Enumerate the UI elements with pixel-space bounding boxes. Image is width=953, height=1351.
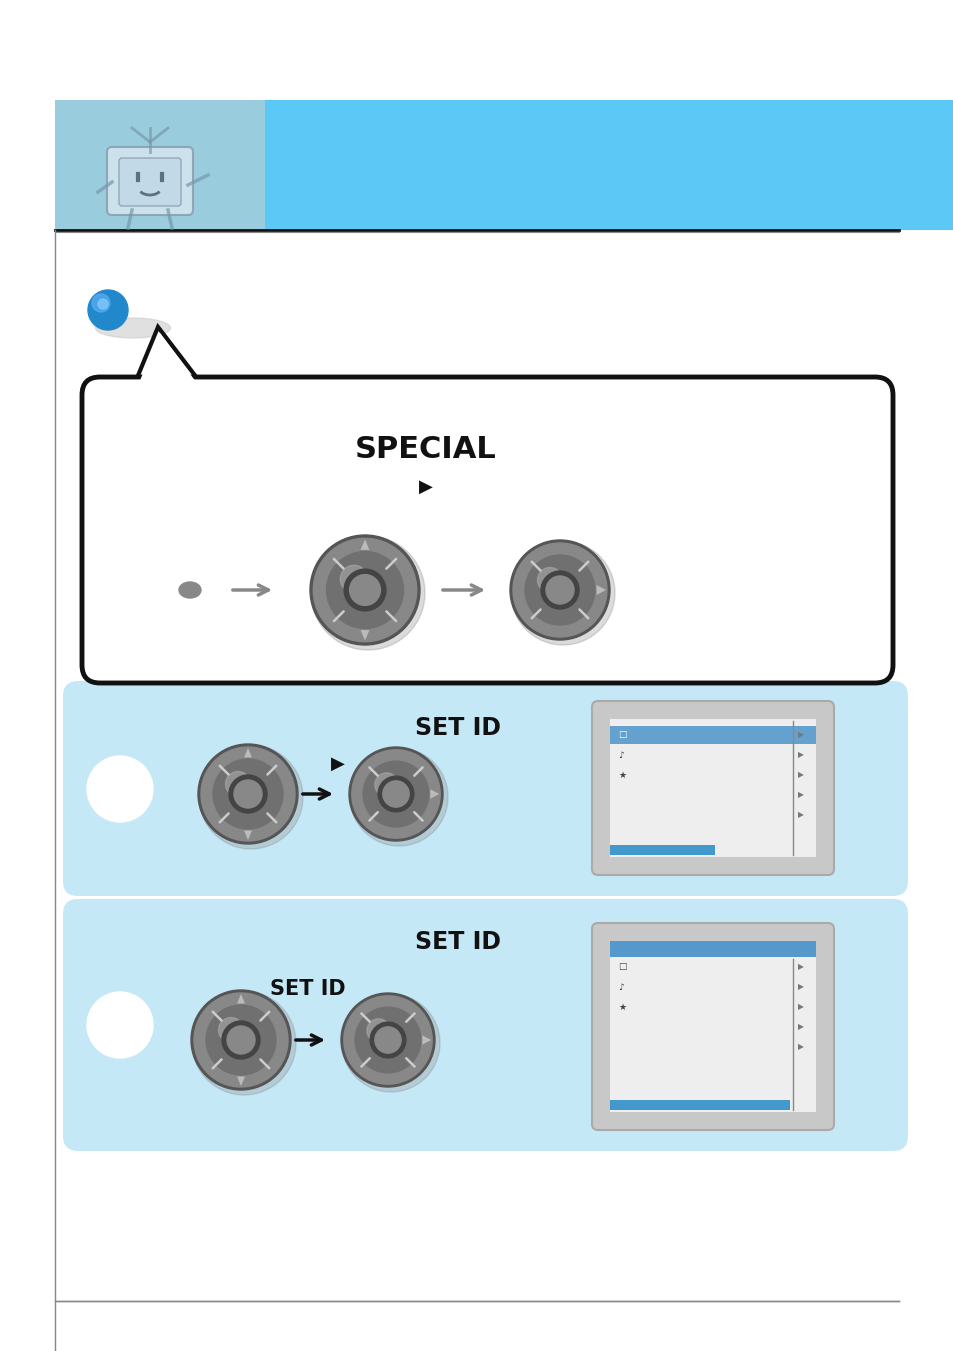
Ellipse shape	[340, 993, 435, 1088]
Polygon shape	[130, 327, 210, 394]
FancyBboxPatch shape	[609, 942, 815, 957]
Ellipse shape	[545, 576, 574, 604]
Ellipse shape	[349, 574, 380, 605]
Text: ♪: ♪	[618, 751, 623, 759]
Ellipse shape	[370, 1023, 405, 1058]
FancyBboxPatch shape	[55, 100, 953, 230]
Polygon shape	[244, 748, 252, 758]
Ellipse shape	[326, 551, 403, 628]
Ellipse shape	[95, 317, 171, 338]
Ellipse shape	[193, 993, 288, 1088]
FancyBboxPatch shape	[107, 147, 193, 215]
Text: ★: ★	[618, 1002, 625, 1012]
Ellipse shape	[201, 747, 294, 842]
Text: ▶: ▶	[797, 811, 803, 820]
Ellipse shape	[218, 1017, 243, 1043]
Ellipse shape	[340, 565, 367, 593]
Ellipse shape	[213, 759, 283, 830]
Polygon shape	[236, 994, 245, 1004]
Polygon shape	[360, 630, 369, 640]
Circle shape	[87, 757, 152, 821]
Ellipse shape	[229, 775, 267, 813]
Text: ▶: ▶	[418, 478, 432, 496]
Ellipse shape	[382, 781, 409, 807]
Ellipse shape	[192, 992, 295, 1096]
Polygon shape	[236, 1077, 245, 1086]
Ellipse shape	[343, 996, 432, 1085]
Ellipse shape	[233, 780, 262, 808]
Ellipse shape	[225, 771, 251, 797]
Polygon shape	[244, 831, 252, 840]
Text: ♪: ♪	[618, 982, 623, 992]
Ellipse shape	[375, 773, 398, 796]
FancyBboxPatch shape	[0, 0, 953, 100]
FancyBboxPatch shape	[63, 681, 907, 896]
Text: SET ID: SET ID	[415, 716, 500, 740]
Ellipse shape	[341, 994, 439, 1092]
FancyBboxPatch shape	[119, 158, 181, 205]
Circle shape	[88, 290, 128, 330]
Ellipse shape	[375, 1027, 401, 1054]
Ellipse shape	[191, 990, 291, 1090]
Ellipse shape	[352, 750, 439, 838]
Text: ▶: ▶	[797, 1002, 803, 1012]
Ellipse shape	[313, 538, 416, 642]
Circle shape	[98, 299, 108, 309]
FancyBboxPatch shape	[609, 719, 815, 857]
Polygon shape	[596, 585, 605, 594]
Ellipse shape	[310, 535, 419, 644]
Circle shape	[87, 992, 152, 1058]
Polygon shape	[430, 789, 438, 798]
Ellipse shape	[206, 1005, 275, 1075]
Polygon shape	[132, 332, 207, 397]
FancyBboxPatch shape	[592, 701, 833, 875]
Ellipse shape	[524, 555, 595, 626]
Ellipse shape	[363, 761, 429, 827]
Text: SET ID: SET ID	[415, 929, 500, 954]
Ellipse shape	[344, 569, 386, 611]
Text: ▶: ▶	[797, 751, 803, 759]
Ellipse shape	[350, 748, 448, 846]
FancyBboxPatch shape	[592, 923, 833, 1129]
FancyBboxPatch shape	[609, 844, 714, 855]
Ellipse shape	[179, 582, 201, 598]
Ellipse shape	[511, 540, 615, 644]
Text: □: □	[618, 731, 626, 739]
Ellipse shape	[222, 1021, 260, 1059]
Text: ▶: ▶	[797, 1043, 803, 1051]
Text: ▶: ▶	[797, 1023, 803, 1032]
Ellipse shape	[513, 543, 606, 638]
Ellipse shape	[355, 1006, 420, 1073]
FancyBboxPatch shape	[609, 942, 815, 1112]
Text: ▶: ▶	[331, 755, 345, 773]
Text: SET ID: SET ID	[270, 979, 345, 998]
Text: ▶: ▶	[797, 982, 803, 992]
Ellipse shape	[537, 567, 562, 593]
FancyBboxPatch shape	[609, 725, 815, 744]
FancyBboxPatch shape	[55, 100, 265, 230]
Text: □: □	[618, 962, 626, 971]
Ellipse shape	[540, 571, 578, 609]
Text: SPECIAL: SPECIAL	[355, 435, 496, 465]
Text: ★: ★	[618, 770, 625, 780]
Text: ▶: ▶	[797, 731, 803, 739]
Ellipse shape	[198, 744, 297, 844]
Polygon shape	[360, 539, 369, 550]
FancyBboxPatch shape	[0, 1301, 953, 1351]
FancyBboxPatch shape	[609, 1100, 789, 1111]
Ellipse shape	[311, 536, 424, 650]
Ellipse shape	[367, 1019, 390, 1043]
Text: ▶: ▶	[797, 790, 803, 800]
Ellipse shape	[227, 1025, 254, 1054]
Ellipse shape	[510, 540, 609, 640]
FancyBboxPatch shape	[63, 898, 907, 1151]
Ellipse shape	[377, 775, 414, 812]
Polygon shape	[422, 1035, 431, 1044]
Text: ▶: ▶	[797, 962, 803, 971]
Ellipse shape	[349, 747, 442, 842]
Circle shape	[91, 295, 110, 312]
Text: ▶: ▶	[797, 770, 803, 780]
FancyBboxPatch shape	[82, 377, 892, 684]
Ellipse shape	[199, 744, 303, 848]
